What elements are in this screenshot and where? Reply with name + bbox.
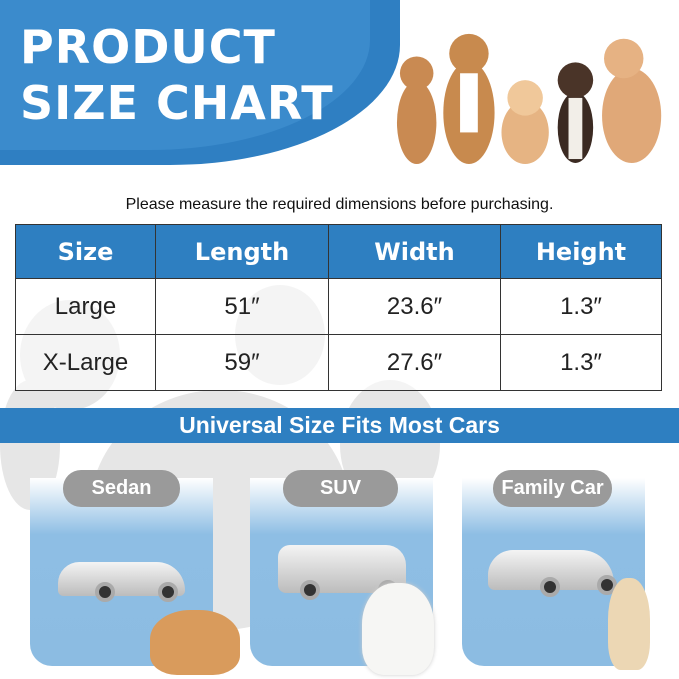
size-table: Size Length Width Height Large 51″ 23.6″…: [15, 224, 662, 391]
header-length: Length: [155, 224, 329, 279]
cell-size: X-Large: [15, 334, 156, 391]
title-line-1: PRODUCT: [20, 20, 276, 74]
header-width: Width: [328, 224, 501, 279]
label-suv: SUV: [283, 470, 398, 507]
cell-width: 23.6″: [328, 278, 501, 335]
universal-size-banner: Universal Size Fits Most Cars: [0, 408, 679, 443]
wheel: [158, 582, 178, 602]
header-size: Size: [15, 224, 156, 279]
table-header-row: Size Length Width Height: [15, 224, 662, 279]
cat-2: [501, 100, 549, 164]
cell-length: 59″: [155, 334, 329, 391]
wheel: [540, 577, 560, 597]
cell-length: 51″: [155, 278, 329, 335]
measure-note: Please measure the required dimensions b…: [125, 196, 554, 213]
cell-size: Large: [15, 278, 156, 335]
samoyed-image: [362, 583, 434, 675]
pets-photo: [396, 33, 662, 164]
label-sedan: Sedan: [63, 470, 180, 507]
cell-height: 1.3″: [500, 334, 662, 391]
title-line-2: SIZE CHART: [20, 76, 334, 130]
cell-width: 27.6″: [328, 334, 501, 391]
wheel: [300, 580, 320, 600]
cell-height: 1.3″: [500, 278, 662, 335]
table-row: X-Large 59″ 27.6″ 1.3″: [15, 334, 662, 391]
wheel: [95, 582, 115, 602]
label-family-car: Family Car: [493, 470, 612, 507]
header-height: Height: [500, 224, 662, 279]
cat-1: [396, 81, 437, 164]
cat-3: [602, 68, 662, 163]
corgi-image: [150, 610, 240, 675]
table-row: Large 51″ 23.6″ 1.3″: [15, 278, 662, 335]
golden-puppy-image: [608, 578, 650, 670]
